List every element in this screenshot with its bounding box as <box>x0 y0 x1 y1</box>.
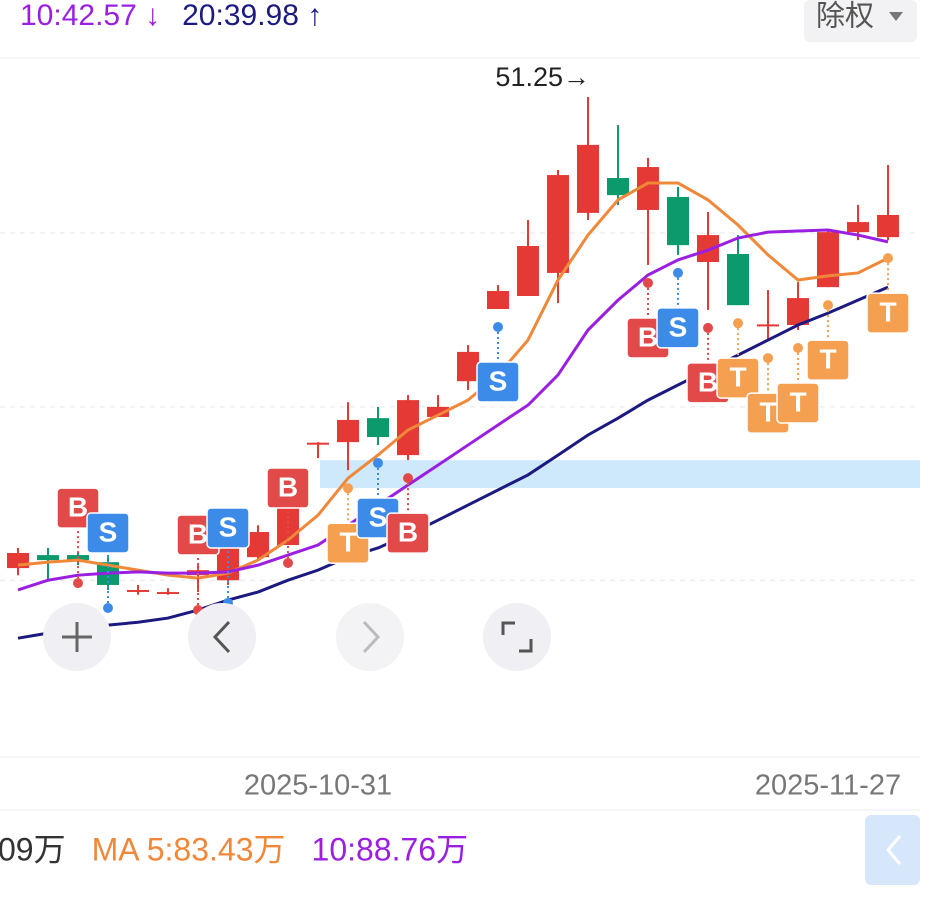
signal-label: T <box>819 344 836 375</box>
candle-body <box>367 418 389 438</box>
adjust-button[interactable] <box>804 0 917 42</box>
candle-body <box>157 592 179 595</box>
signal-dot <box>763 353 773 364</box>
signal-label: B <box>68 492 88 523</box>
signal-label: T <box>729 362 746 393</box>
next-button[interactable] <box>336 603 404 671</box>
fullscreen-icon <box>501 621 533 653</box>
signal-label: B <box>398 517 418 548</box>
candle-body <box>697 235 719 262</box>
signal-box <box>656 307 700 349</box>
dropdown-arrow <box>889 12 903 21</box>
signal-dot <box>703 322 713 333</box>
prev-icon <box>212 620 231 654</box>
header-legend-item: 20:39.98 ↑ <box>182 0 322 32</box>
signal-label: T <box>789 386 806 417</box>
candle-body <box>127 589 149 592</box>
next-icon <box>362 620 381 654</box>
plus-icon <box>62 622 92 652</box>
candle-body <box>757 324 779 327</box>
signal-box <box>776 382 820 424</box>
signal-label: B <box>278 471 298 502</box>
header-legend-item: 10:42.57 ↓ <box>20 0 160 32</box>
signal-dot <box>493 322 503 333</box>
adjust-button-label[interactable]: 除权 <box>816 0 874 33</box>
signal-dot <box>73 578 83 589</box>
collapse-icon <box>886 835 902 865</box>
candle-body <box>37 555 59 561</box>
candle-body <box>787 298 809 325</box>
price-band <box>320 460 920 488</box>
signal-box <box>86 512 130 554</box>
signal-dot <box>823 300 833 311</box>
candle-body <box>667 196 689 246</box>
volume-legend-item: MA 5:83.43万 <box>92 831 286 867</box>
high-annotation: 51.25→ <box>495 62 590 92</box>
volume-legend-item: 09万 <box>0 831 66 867</box>
signal-box <box>476 361 520 403</box>
prev-button[interactable] <box>188 603 256 671</box>
chart-controls <box>43 603 551 671</box>
signal-dot <box>103 602 113 613</box>
signal-dot <box>283 558 293 569</box>
signal-dot <box>673 267 683 278</box>
ma-line <box>17 228 889 592</box>
signal-dot <box>733 318 743 329</box>
ma-line <box>17 285 889 640</box>
candle-body <box>307 442 329 445</box>
candle-body <box>817 232 839 288</box>
signal-box <box>866 292 910 334</box>
signal-box <box>206 507 250 549</box>
collapse-button[interactable] <box>865 815 920 885</box>
signal-dot <box>373 458 383 469</box>
signal-dot <box>403 473 413 484</box>
signal-label: B <box>188 518 208 549</box>
x-tick-label: 2025-11-27 <box>755 770 901 802</box>
candle-body <box>547 175 569 273</box>
candle-body <box>607 178 629 196</box>
candle-body <box>427 406 449 417</box>
signal-dot <box>343 483 353 494</box>
signal-label: T <box>339 527 356 558</box>
signal-label: B <box>638 321 658 352</box>
signal-label: S <box>669 311 688 342</box>
candle-body <box>247 532 269 558</box>
x-tick-label: 2025-10-31 <box>244 770 392 802</box>
signal-label: S <box>99 516 118 547</box>
candle-body <box>337 419 359 443</box>
signal-label: S <box>369 501 388 532</box>
signal-box <box>806 339 850 381</box>
signal-box <box>266 467 310 509</box>
signal-label: T <box>759 396 776 427</box>
signal-dot <box>793 343 803 354</box>
candle-body <box>457 351 479 382</box>
signal-box <box>386 512 430 554</box>
signal-box <box>716 357 760 399</box>
signal-label: B <box>698 366 718 397</box>
signal-dot <box>643 277 653 288</box>
candle-body <box>517 246 539 297</box>
signal-label: S <box>219 511 238 542</box>
signal-label: T <box>879 296 896 327</box>
candle-body <box>577 144 599 213</box>
candle-body <box>727 254 749 306</box>
candle-body <box>877 214 899 238</box>
candle-body <box>487 290 509 310</box>
candle-body <box>637 167 659 210</box>
candle-body <box>847 222 869 233</box>
signal-label: S <box>489 365 508 396</box>
fullscreen-button[interactable] <box>483 603 551 671</box>
candle-body <box>397 400 419 456</box>
signal-dot <box>883 253 893 264</box>
volume-legend-item: 10:88.76万 <box>312 831 469 867</box>
